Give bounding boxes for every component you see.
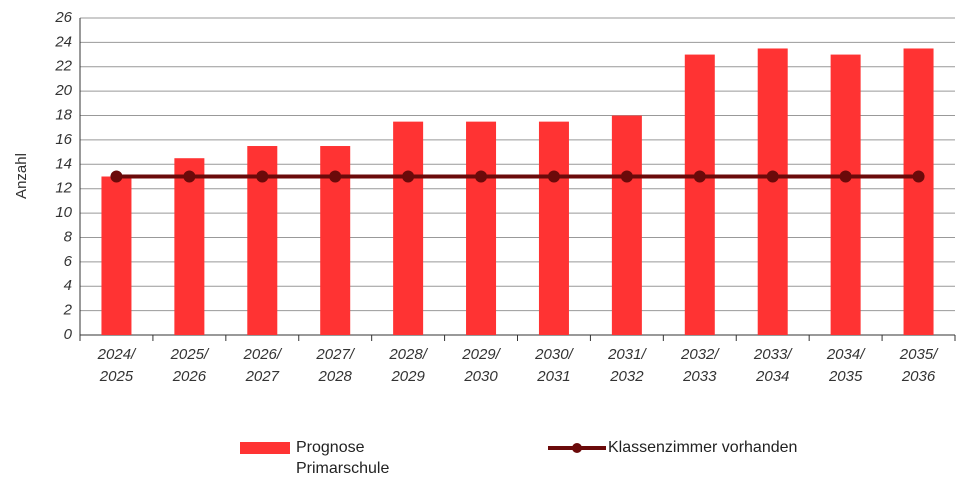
x-tick-label: 2033/ (753, 346, 793, 363)
x-tick-label: 2031 (536, 368, 570, 385)
bar (757, 48, 788, 335)
x-tick-label: 2026 (172, 368, 207, 385)
line-marker (110, 170, 123, 183)
x-tick-label: 2030 (463, 368, 498, 385)
legend-swatch (240, 442, 290, 454)
x-tick-label: 2035 (828, 368, 863, 385)
legend-label: Klassenzimmer vorhanden (608, 439, 798, 456)
legend-item: Prognose Primarschule (240, 437, 416, 479)
bar (101, 176, 132, 335)
line-marker (475, 170, 488, 183)
x-tick-label: 2025/ (170, 346, 210, 363)
x-tick-label: 2032 (609, 368, 644, 385)
y-tick-label: 20 (54, 82, 72, 99)
bar (466, 121, 497, 335)
x-tick-label: 2026/ (243, 346, 283, 363)
x-tick-label: 2030/ (534, 346, 574, 363)
x-tick-label: 2031/ (607, 346, 647, 363)
legend-swatch (548, 443, 606, 453)
legend-item: Klassenzimmer vorhanden (548, 437, 797, 458)
y-tick-label: 14 (55, 155, 72, 172)
y-tick-label: 8 (64, 228, 73, 245)
line-marker (329, 170, 342, 183)
x-tick-label: 2028/ (388, 346, 428, 363)
line-marker (839, 170, 852, 183)
y-tick-label: 24 (54, 33, 72, 50)
y-tick-label: 12 (55, 180, 72, 197)
x-tick-label: 2034/ (826, 346, 866, 363)
line-marker (256, 170, 269, 183)
x-tick-label: 2028 (318, 368, 353, 385)
x-tick-label: 2029 (390, 368, 425, 385)
y-tick-label: 2 (63, 302, 73, 319)
y-tick-label: 10 (55, 204, 72, 221)
line-marker (766, 170, 779, 183)
bar (903, 48, 934, 335)
line-marker (620, 170, 633, 183)
legend-label: Prognose Primarschule (296, 439, 390, 477)
y-tick-label: 0 (64, 326, 73, 343)
line-marker (912, 170, 925, 183)
x-tick-label: 2027 (245, 368, 280, 385)
bar (684, 54, 715, 335)
y-tick-label: 6 (64, 253, 73, 270)
x-tick-label: 2027/ (315, 346, 355, 363)
x-tick-label: 2033 (682, 368, 717, 385)
y-tick-label: 4 (64, 277, 72, 294)
x-tick-label: 2036 (901, 368, 936, 385)
line-marker (402, 170, 415, 183)
x-tick-label: 2034 (755, 368, 789, 385)
line-marker (547, 170, 560, 183)
line-marker (183, 170, 196, 183)
x-tick-label: 2032/ (680, 346, 720, 363)
y-tick-label: 18 (55, 107, 72, 124)
bar (393, 121, 424, 335)
line-marker (693, 170, 706, 183)
x-tick-label: 2029/ (461, 346, 501, 363)
x-tick-label: 2024/ (97, 346, 137, 363)
y-tick-label: 16 (55, 131, 72, 148)
y-tick-label: 22 (54, 58, 72, 75)
bar (174, 158, 205, 335)
y-tick-label: 26 (54, 9, 72, 26)
x-tick-label: 2035/ (899, 346, 939, 363)
bar (611, 115, 642, 336)
bar (538, 121, 569, 335)
x-tick-label: 2025 (99, 368, 134, 385)
bar (830, 54, 861, 335)
y-axis-label: Anzahl (13, 153, 30, 199)
